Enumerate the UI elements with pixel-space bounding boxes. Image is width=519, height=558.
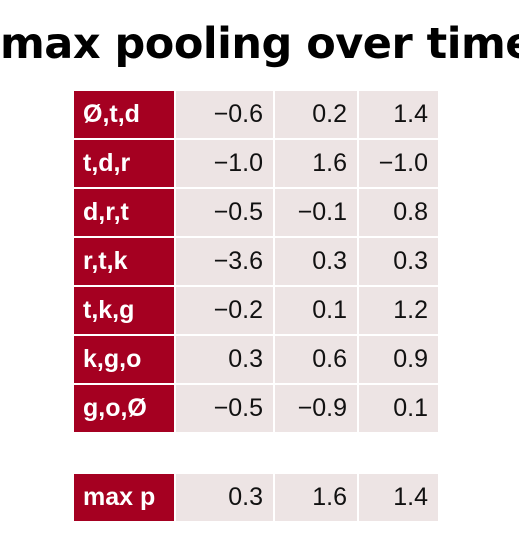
value-cell: 0.3 <box>359 238 438 285</box>
row-label: g,o,Ø <box>74 385 174 432</box>
value-cell: 0.3 <box>176 336 273 383</box>
feature-table: Ø,t,d −0.6 0.2 1.4 t,d,r −1.0 1.6 −1.0 d… <box>74 91 438 434</box>
max-row-label: max p <box>74 474 174 521</box>
page-title: max pooling over time <box>0 19 519 69</box>
row-label: Ø,t,d <box>74 91 174 138</box>
value-cell: 0.8 <box>359 189 438 236</box>
row-label: k,g,o <box>74 336 174 383</box>
table-row: g,o,Ø −0.5 −0.9 0.1 <box>74 385 438 432</box>
value-cell: 0.2 <box>275 91 357 138</box>
value-cell: −0.5 <box>176 189 273 236</box>
value-cell: 0.6 <box>275 336 357 383</box>
max-value-cell: 1.4 <box>359 474 438 521</box>
value-cell: 1.6 <box>275 140 357 187</box>
value-cell: −1.0 <box>359 140 438 187</box>
value-cell: 1.4 <box>359 91 438 138</box>
value-cell: 0.3 <box>275 238 357 285</box>
value-cell: 0.1 <box>275 287 357 334</box>
row-label: t,k,g <box>74 287 174 334</box>
table-row: d,r,t −0.5 −0.1 0.8 <box>74 189 438 236</box>
value-cell: −0.1 <box>275 189 357 236</box>
value-cell: 0.9 <box>359 336 438 383</box>
value-cell: −0.6 <box>176 91 273 138</box>
value-cell: 0.1 <box>359 385 438 432</box>
value-cell: −1.0 <box>176 140 273 187</box>
table-row: t,d,r −1.0 1.6 −1.0 <box>74 140 438 187</box>
max-row: max p 0.3 1.6 1.4 <box>74 474 438 521</box>
max-pool-table: max p 0.3 1.6 1.4 <box>74 474 438 523</box>
value-cell: −0.2 <box>176 287 273 334</box>
table-row: k,g,o 0.3 0.6 0.9 <box>74 336 438 383</box>
max-value-cell: 0.3 <box>176 474 273 521</box>
value-cell: −0.9 <box>275 385 357 432</box>
row-label: r,t,k <box>74 238 174 285</box>
value-cell: 1.2 <box>359 287 438 334</box>
row-label: d,r,t <box>74 189 174 236</box>
row-label: t,d,r <box>74 140 174 187</box>
max-value-cell: 1.6 <box>275 474 357 521</box>
value-cell: −3.6 <box>176 238 273 285</box>
value-cell: −0.5 <box>176 385 273 432</box>
table-row: r,t,k −3.6 0.3 0.3 <box>74 238 438 285</box>
table-row: Ø,t,d −0.6 0.2 1.4 <box>74 91 438 138</box>
table-row: t,k,g −0.2 0.1 1.2 <box>74 287 438 334</box>
